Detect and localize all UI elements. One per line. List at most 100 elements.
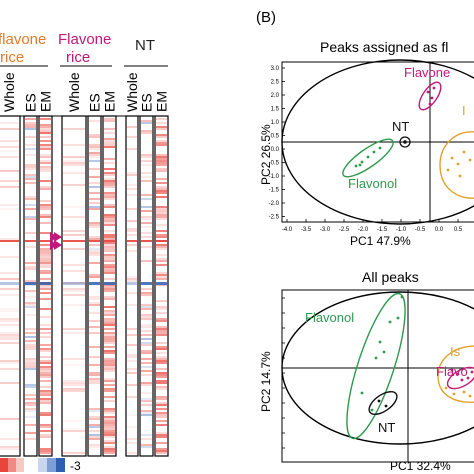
top-flavonol-point [378, 146, 382, 150]
top-isoflavone-point [458, 174, 462, 178]
bottom-label-isoflavone: Is [450, 344, 461, 359]
top-plot-ylabel: PC2 26.5% [259, 124, 273, 185]
top-xtick-label: -4.0 [282, 227, 293, 233]
top-label-isoflavone: I [462, 103, 466, 118]
top-flavone-ellipse [418, 81, 442, 111]
bottom-isoflavone-point [452, 392, 456, 396]
bottom-plot-title: All peaks [362, 269, 419, 285]
top-flavone-point [426, 90, 430, 94]
heatmap-column-3 [38, 115, 53, 457]
column-label-1: Whole [1, 72, 17, 112]
column-label-3: EM [38, 91, 54, 112]
bottom-nt-ellipse [368, 391, 398, 415]
top-xtick-label: 0.0 [435, 227, 444, 233]
top-plot-confidence-ellipse [281, 59, 474, 225]
top-nt-ellipse [399, 136, 411, 148]
bottom-flavone-point [460, 378, 464, 382]
bottom-flavonol-ellipse [346, 292, 406, 440]
group-label-nt: NT [135, 37, 155, 54]
bottom-isoflavone-ellipse [437, 345, 474, 403]
group-label-isoflavone-line2: rice [0, 49, 24, 66]
bottom-flavone-point [470, 370, 474, 374]
top-ytick-label: 2.0 [271, 93, 280, 99]
top-flavone-point [432, 86, 436, 90]
bottom-flavonol-point [370, 408, 374, 412]
column-label-8: ES [139, 93, 155, 112]
bottom-flavonol-point [378, 340, 382, 344]
column-label-9: EM [154, 91, 170, 112]
top-plot-xlabel: PC1 47.9% [350, 234, 411, 248]
heatmap-column-4 [61, 115, 87, 457]
bottom-label-flavonol: Flavonol [305, 310, 354, 325]
top-flavonol-point [360, 160, 364, 164]
top-ytick-label: 0.0 [271, 147, 280, 153]
heatmap-panel: flavone rice Flavone rice NT Whole ES EM Wh… [0, 31, 170, 473]
legend-min-label: -3 [70, 459, 81, 473]
top-ytick-label: 1.5 [271, 107, 280, 113]
column-label-7: Whole [124, 72, 140, 112]
heatmap-column-5 [87, 115, 102, 457]
top-label-flavonol: Flavonol [348, 176, 397, 191]
bottom-isoflavone-point [468, 394, 472, 398]
top-xtick-label: 0.5 [454, 227, 463, 233]
top-xtick-label: -3.0 [320, 227, 331, 233]
top-xtick-label: -1.5 [377, 227, 388, 233]
bottom-flavonol-point [388, 320, 392, 324]
top-xtick-label: -1.0 [396, 227, 407, 233]
bottom-label-flavone: Flavo [436, 364, 468, 379]
bottom-plot-confidence-ellipse [281, 291, 474, 445]
top-flavonol-point [358, 163, 362, 167]
top-ytick-label: -1.0 [269, 174, 280, 180]
top-flavonol-point [372, 150, 376, 154]
top-isoflavone-point [446, 168, 450, 172]
top-ytick-label: 1.0 [271, 120, 280, 126]
top-ytick-label: 2.5 [271, 80, 280, 86]
bottom-flavonol-point [374, 356, 378, 360]
bottom-flavonol-point [396, 316, 400, 320]
bottom-label-nt: NT [378, 420, 395, 435]
top-isoflavone-point [468, 158, 472, 162]
panel-letter-b: (B) [256, 9, 276, 26]
top-ytick-label: 0.5 [271, 134, 280, 140]
color-legend: -3 [0, 458, 81, 473]
bottom-nt-point [384, 404, 388, 408]
marker-arrows [50, 232, 62, 250]
bottom-isoflavone-point [462, 390, 466, 394]
bottom-flavonol-point [382, 350, 386, 354]
top-label-flavone: Flavone [404, 65, 450, 80]
top-plot-title: Peaks assigned as fl [320, 39, 448, 55]
bottom-flavone-point [450, 368, 454, 372]
heatmap-column-6 [102, 115, 117, 457]
bottom-plot-xlabel: PC1 32.4% [390, 459, 451, 473]
bottom-flavone-point [456, 372, 460, 376]
bottom-flavone-point [466, 376, 470, 380]
top-xtick-label: -0.5 [415, 227, 426, 233]
group-label-flavone-line1: Flavone [58, 31, 111, 48]
column-label-2: ES [23, 93, 39, 112]
bottom-plot-ylabel: PC2 14.7% [259, 351, 273, 412]
heatmap-column-9 [154, 115, 169, 457]
bottom-flavonol-point [400, 295, 404, 299]
bottom-isoflavone-point [444, 386, 448, 390]
top-flavone-point [428, 102, 432, 106]
bottom-flavone-ellipse [446, 366, 474, 390]
heatmap-column-8 [139, 115, 154, 457]
column-label-5: ES [87, 93, 103, 112]
top-xtick-label: -2.0 [358, 227, 369, 233]
heatmap-column-7 [125, 115, 139, 457]
top-xtick-label: -3.5 [301, 227, 312, 233]
top-nt-point [403, 140, 407, 144]
top-ytick-label: -2.5 [269, 215, 280, 221]
bottom-flavonol-point [360, 391, 364, 395]
group-label-isoflavone-line1: flavone [0, 31, 46, 48]
top-isoflavone-point [450, 156, 454, 160]
top-label-nt: NT [392, 119, 409, 134]
heatmap-column-2 [23, 115, 38, 457]
top-flavonol-point [354, 164, 358, 168]
pca-panel: (B) Peaks assigned as fl 3.0 2.5 2.0 1.5 1.0… [256, 9, 474, 473]
top-isoflavone-point [462, 150, 466, 154]
top-ytick-label: -1.5 [269, 188, 280, 194]
top-isoflavone-point [456, 162, 460, 166]
group-label-flavone-line2: rice [66, 49, 90, 66]
top-flavonol-point [366, 155, 370, 159]
